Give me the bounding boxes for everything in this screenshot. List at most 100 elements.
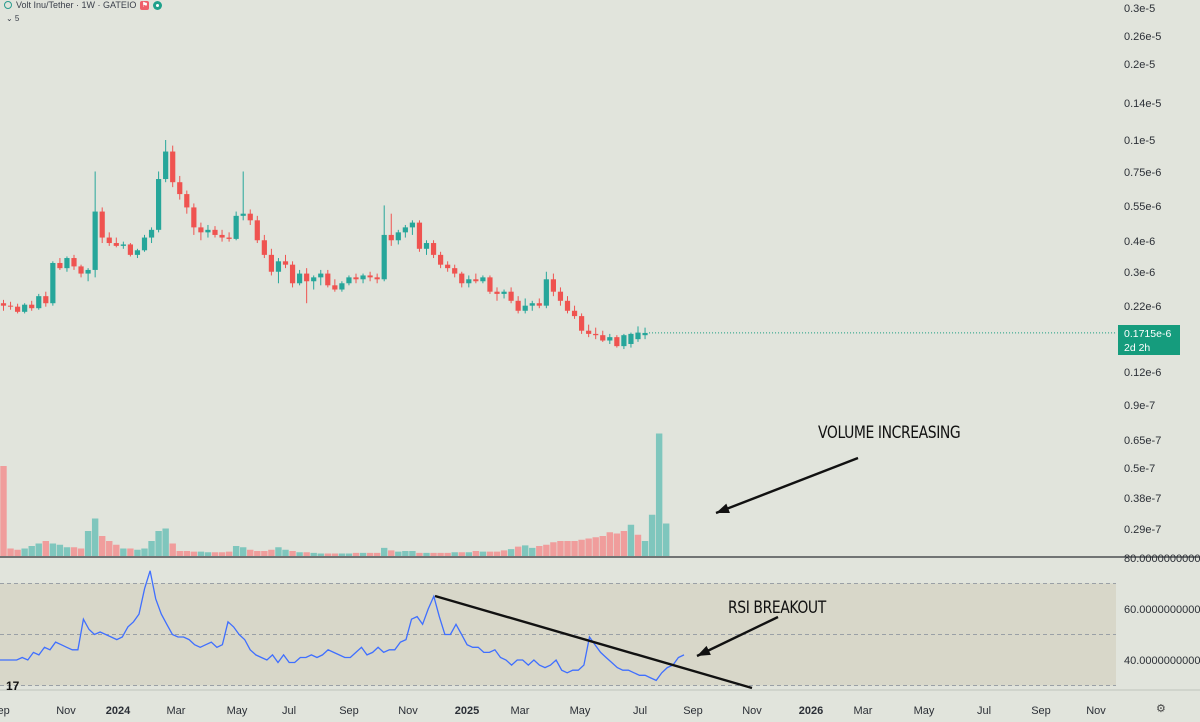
price-tick-label: 0.29e-7 xyxy=(1124,524,1161,536)
time-tick-label: Sep xyxy=(0,705,10,717)
volume-bars xyxy=(0,433,670,556)
candle-body xyxy=(339,283,345,290)
volume-bar xyxy=(70,547,78,556)
candle-body xyxy=(275,261,282,272)
volume-bar xyxy=(416,552,423,556)
candle-body xyxy=(628,333,634,344)
rsi-tick-label: 40.0000000000 xyxy=(1124,655,1200,667)
rsi-annotation: RSI BREAKOUT xyxy=(728,598,826,618)
settings-gear-icon[interactable]: ⚙ xyxy=(1156,703,1166,715)
candle-body xyxy=(148,229,155,238)
candle-body xyxy=(480,277,486,282)
volume-bar xyxy=(84,531,92,556)
candle-body xyxy=(557,291,564,301)
candle-body xyxy=(120,244,126,246)
candle-body xyxy=(170,151,176,183)
candle-body xyxy=(353,277,359,280)
volume-bar xyxy=(641,541,649,556)
time-tick-label: Mar xyxy=(854,705,873,717)
price-tick-label: 0.3e-5 xyxy=(1124,3,1155,15)
volume-bar xyxy=(634,534,642,556)
candle-body xyxy=(297,273,303,284)
drawings xyxy=(434,456,859,690)
indicator-toggle[interactable]: ⌄ 5 xyxy=(6,14,20,23)
candle-body xyxy=(367,275,373,278)
volume-arrow xyxy=(715,456,859,515)
time-tick-label: Nov xyxy=(1086,705,1106,717)
candle-body xyxy=(614,337,620,347)
volume-bar xyxy=(522,545,529,556)
candle-body xyxy=(473,279,479,282)
candle-body xyxy=(452,268,458,274)
volume-bar xyxy=(395,551,402,556)
volume-bar xyxy=(176,551,183,556)
candle-body xyxy=(247,213,253,221)
price-tick-label: 0.38e-7 xyxy=(1124,493,1161,505)
volume-bar xyxy=(261,551,268,556)
time-tick-label: Mar xyxy=(511,705,530,717)
volume-bar xyxy=(655,433,663,556)
volume-bar xyxy=(366,552,374,556)
candle-body xyxy=(536,303,542,306)
volume-bar xyxy=(345,553,353,556)
volume-bar xyxy=(571,541,578,556)
candle-body xyxy=(78,266,84,274)
time-tick-label: 2026 xyxy=(799,705,823,717)
candle-body xyxy=(381,234,387,280)
volume-bar xyxy=(472,551,480,556)
volume-bar xyxy=(134,549,141,556)
volume-bar xyxy=(352,552,360,556)
rsi-tick-label: 60.0000000000 xyxy=(1124,604,1200,616)
time-tick-label: 2025 xyxy=(455,705,479,717)
volume-bar xyxy=(543,544,550,556)
time-tick-label: May xyxy=(570,705,591,717)
candle-body xyxy=(543,279,549,306)
time-tick-label: 2024 xyxy=(106,705,131,717)
candle-body xyxy=(177,182,183,195)
time-tick-label: Jul xyxy=(633,705,647,717)
candle-body xyxy=(550,279,556,292)
candle-body xyxy=(254,220,260,241)
volume-bar xyxy=(599,536,606,556)
candle-body xyxy=(0,303,7,306)
volume-bar xyxy=(451,552,458,556)
volume-bar xyxy=(240,547,247,556)
candle-body xyxy=(85,269,91,274)
candle-body xyxy=(395,232,401,241)
volume-bar xyxy=(183,551,190,556)
candle-body xyxy=(191,207,197,228)
candle-body xyxy=(205,229,211,233)
volume-bar xyxy=(613,533,621,556)
candle-body xyxy=(600,335,606,341)
volume-bar xyxy=(35,543,42,556)
volume-bar xyxy=(444,552,451,556)
candles xyxy=(0,140,648,350)
volume-bar xyxy=(493,551,501,556)
time-tick-label: Nov xyxy=(398,705,418,717)
volume-bar xyxy=(113,544,120,556)
candle-body xyxy=(71,258,77,267)
volume-bar xyxy=(465,552,472,556)
symbol-header[interactable]: Volt Inu/Tether · 1W · GATEIO ⚑ xyxy=(4,0,163,10)
volume-bar xyxy=(49,543,57,556)
candle-body xyxy=(64,258,70,269)
volume-bar xyxy=(536,546,543,556)
flag-icon[interactable]: ⚑ xyxy=(140,0,150,10)
candle-body xyxy=(459,273,465,284)
price-tick-label: 0.4e-6 xyxy=(1124,236,1155,248)
candle-body xyxy=(289,264,296,284)
volume-bar xyxy=(585,538,592,556)
volume-bar xyxy=(648,514,656,556)
volume-bar xyxy=(162,528,169,556)
candle-body xyxy=(332,285,338,290)
volume-bar xyxy=(247,549,254,556)
volume-bar xyxy=(282,549,289,556)
volume-bar xyxy=(479,551,487,556)
volume-bar xyxy=(550,542,557,556)
candle-body xyxy=(635,332,641,340)
volume-bar xyxy=(409,551,416,556)
candle-body xyxy=(141,237,148,251)
volume-bar xyxy=(557,541,564,556)
volume-bar xyxy=(324,553,331,556)
